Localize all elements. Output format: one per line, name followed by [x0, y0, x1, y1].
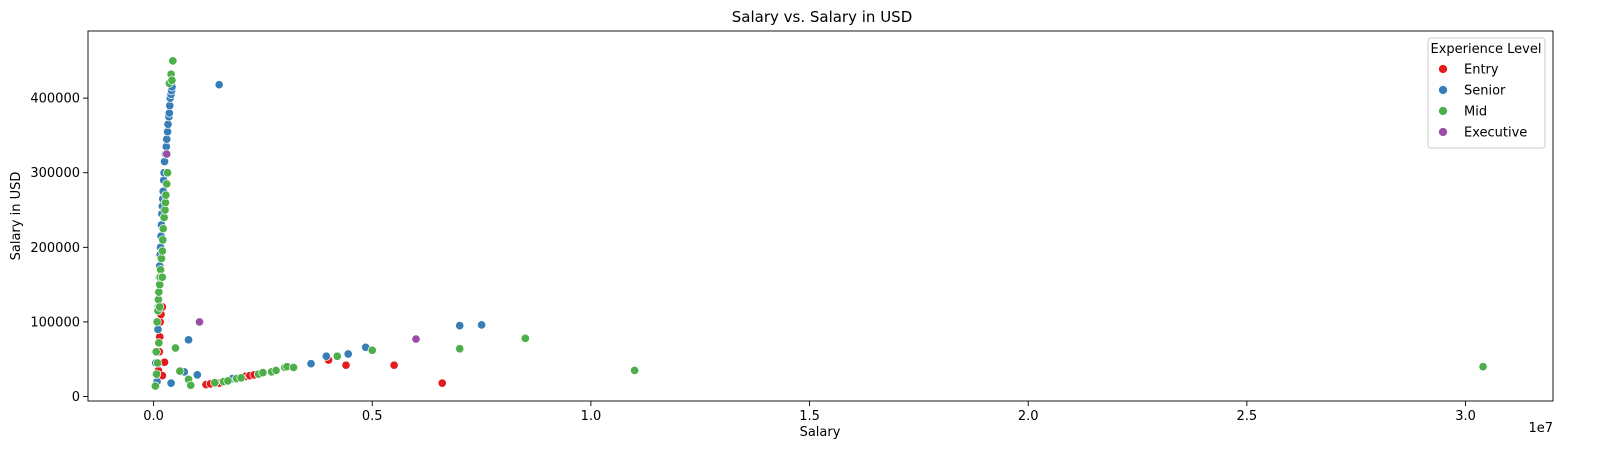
data-point [223, 376, 233, 386]
x-tick-label: 1.0 [581, 409, 602, 424]
data-point [271, 365, 281, 375]
data-point [159, 156, 170, 167]
data-point [157, 272, 167, 282]
data-point [155, 302, 165, 312]
data-point [158, 235, 168, 245]
y-tick-label: 400000 [30, 92, 80, 107]
data-point [156, 253, 167, 264]
series-executive [162, 149, 421, 344]
data-point [258, 368, 268, 378]
data-point [1478, 362, 1488, 372]
data-point [306, 359, 316, 369]
x-tick-label: 1.5 [799, 409, 820, 424]
legend-marker [1438, 64, 1448, 74]
data-point [163, 119, 173, 129]
data-point [152, 358, 163, 368]
x-tick-label: 0.5 [362, 409, 383, 424]
legend-title: Experience Level [1431, 42, 1542, 57]
data-point [170, 343, 181, 353]
y-tick-label: 200000 [30, 241, 80, 256]
y-tick-label: 0 [72, 390, 80, 405]
legend-entries: Entry Senior Mid Executive [1438, 63, 1527, 141]
data-point [150, 381, 160, 391]
legend-label: Senior [1464, 84, 1506, 99]
x-axis-label: Salary [800, 425, 841, 440]
x-axis-ticks: 0.0 0.5 1.0 1.5 2.0 2.5 3.0 [143, 401, 1476, 424]
data-point [161, 190, 171, 200]
data-point [236, 373, 246, 383]
legend-marker [1438, 106, 1448, 116]
data-point [341, 360, 351, 370]
data-points [150, 56, 1488, 391]
x-tick-label: 2.0 [1018, 409, 1039, 424]
data-point [455, 344, 465, 354]
x-tick-label: 0.0 [143, 409, 164, 424]
data-point [159, 212, 169, 223]
data-point [162, 149, 172, 159]
chart-title: Salary vs. Salary in USD [732, 8, 913, 26]
series-entry [151, 190, 447, 390]
data-point [477, 320, 487, 330]
data-point [520, 333, 530, 343]
data-point [167, 75, 177, 85]
data-point [154, 338, 164, 348]
data-point [332, 351, 342, 361]
data-point [367, 345, 377, 355]
series-mid [150, 56, 1488, 391]
data-point [437, 378, 447, 388]
data-point [162, 179, 172, 189]
legend-frame [1427, 37, 1546, 149]
legend-label: Mid [1464, 105, 1487, 120]
data-point [175, 366, 185, 376]
x-tick-label: 2.5 [1237, 409, 1258, 424]
data-point [411, 334, 421, 344]
series-senior [151, 80, 487, 388]
x-axis-offset-text: 1e7 [1528, 421, 1553, 436]
data-point [321, 351, 331, 361]
data-point [210, 378, 220, 388]
data-point [389, 360, 399, 370]
data-point [166, 378, 176, 388]
y-tick-label: 300000 [30, 166, 80, 181]
data-point [455, 321, 465, 331]
legend-label: Executive [1464, 126, 1527, 141]
legend-marker [1438, 127, 1448, 137]
data-point [157, 246, 167, 256]
plot-area-frame [87, 30, 1554, 402]
data-point [186, 380, 196, 390]
legend-marker [1438, 85, 1448, 95]
y-axis-label: Salary in USD [9, 172, 24, 261]
data-point [192, 370, 202, 380]
legend: Experience Level Entry Senior Mid Executive [1427, 37, 1546, 149]
data-point [154, 287, 164, 297]
data-point [152, 317, 162, 327]
y-tick-label: 100000 [30, 315, 80, 330]
data-point [153, 324, 163, 334]
data-point [630, 365, 640, 375]
data-point [152, 369, 162, 379]
data-point [194, 317, 205, 327]
data-point [288, 362, 299, 372]
data-point [158, 224, 168, 234]
x-tick-label: 3.0 [1455, 409, 1476, 424]
legend-label: Entry [1464, 63, 1499, 78]
y-axis-ticks: 0 100000 200000 300000 400000 [30, 92, 88, 405]
data-point [168, 56, 178, 66]
data-point [163, 168, 173, 178]
data-point [214, 80, 224, 90]
data-point [184, 335, 194, 345]
data-point [151, 347, 161, 357]
data-point [343, 349, 353, 359]
data-point [162, 134, 172, 144]
